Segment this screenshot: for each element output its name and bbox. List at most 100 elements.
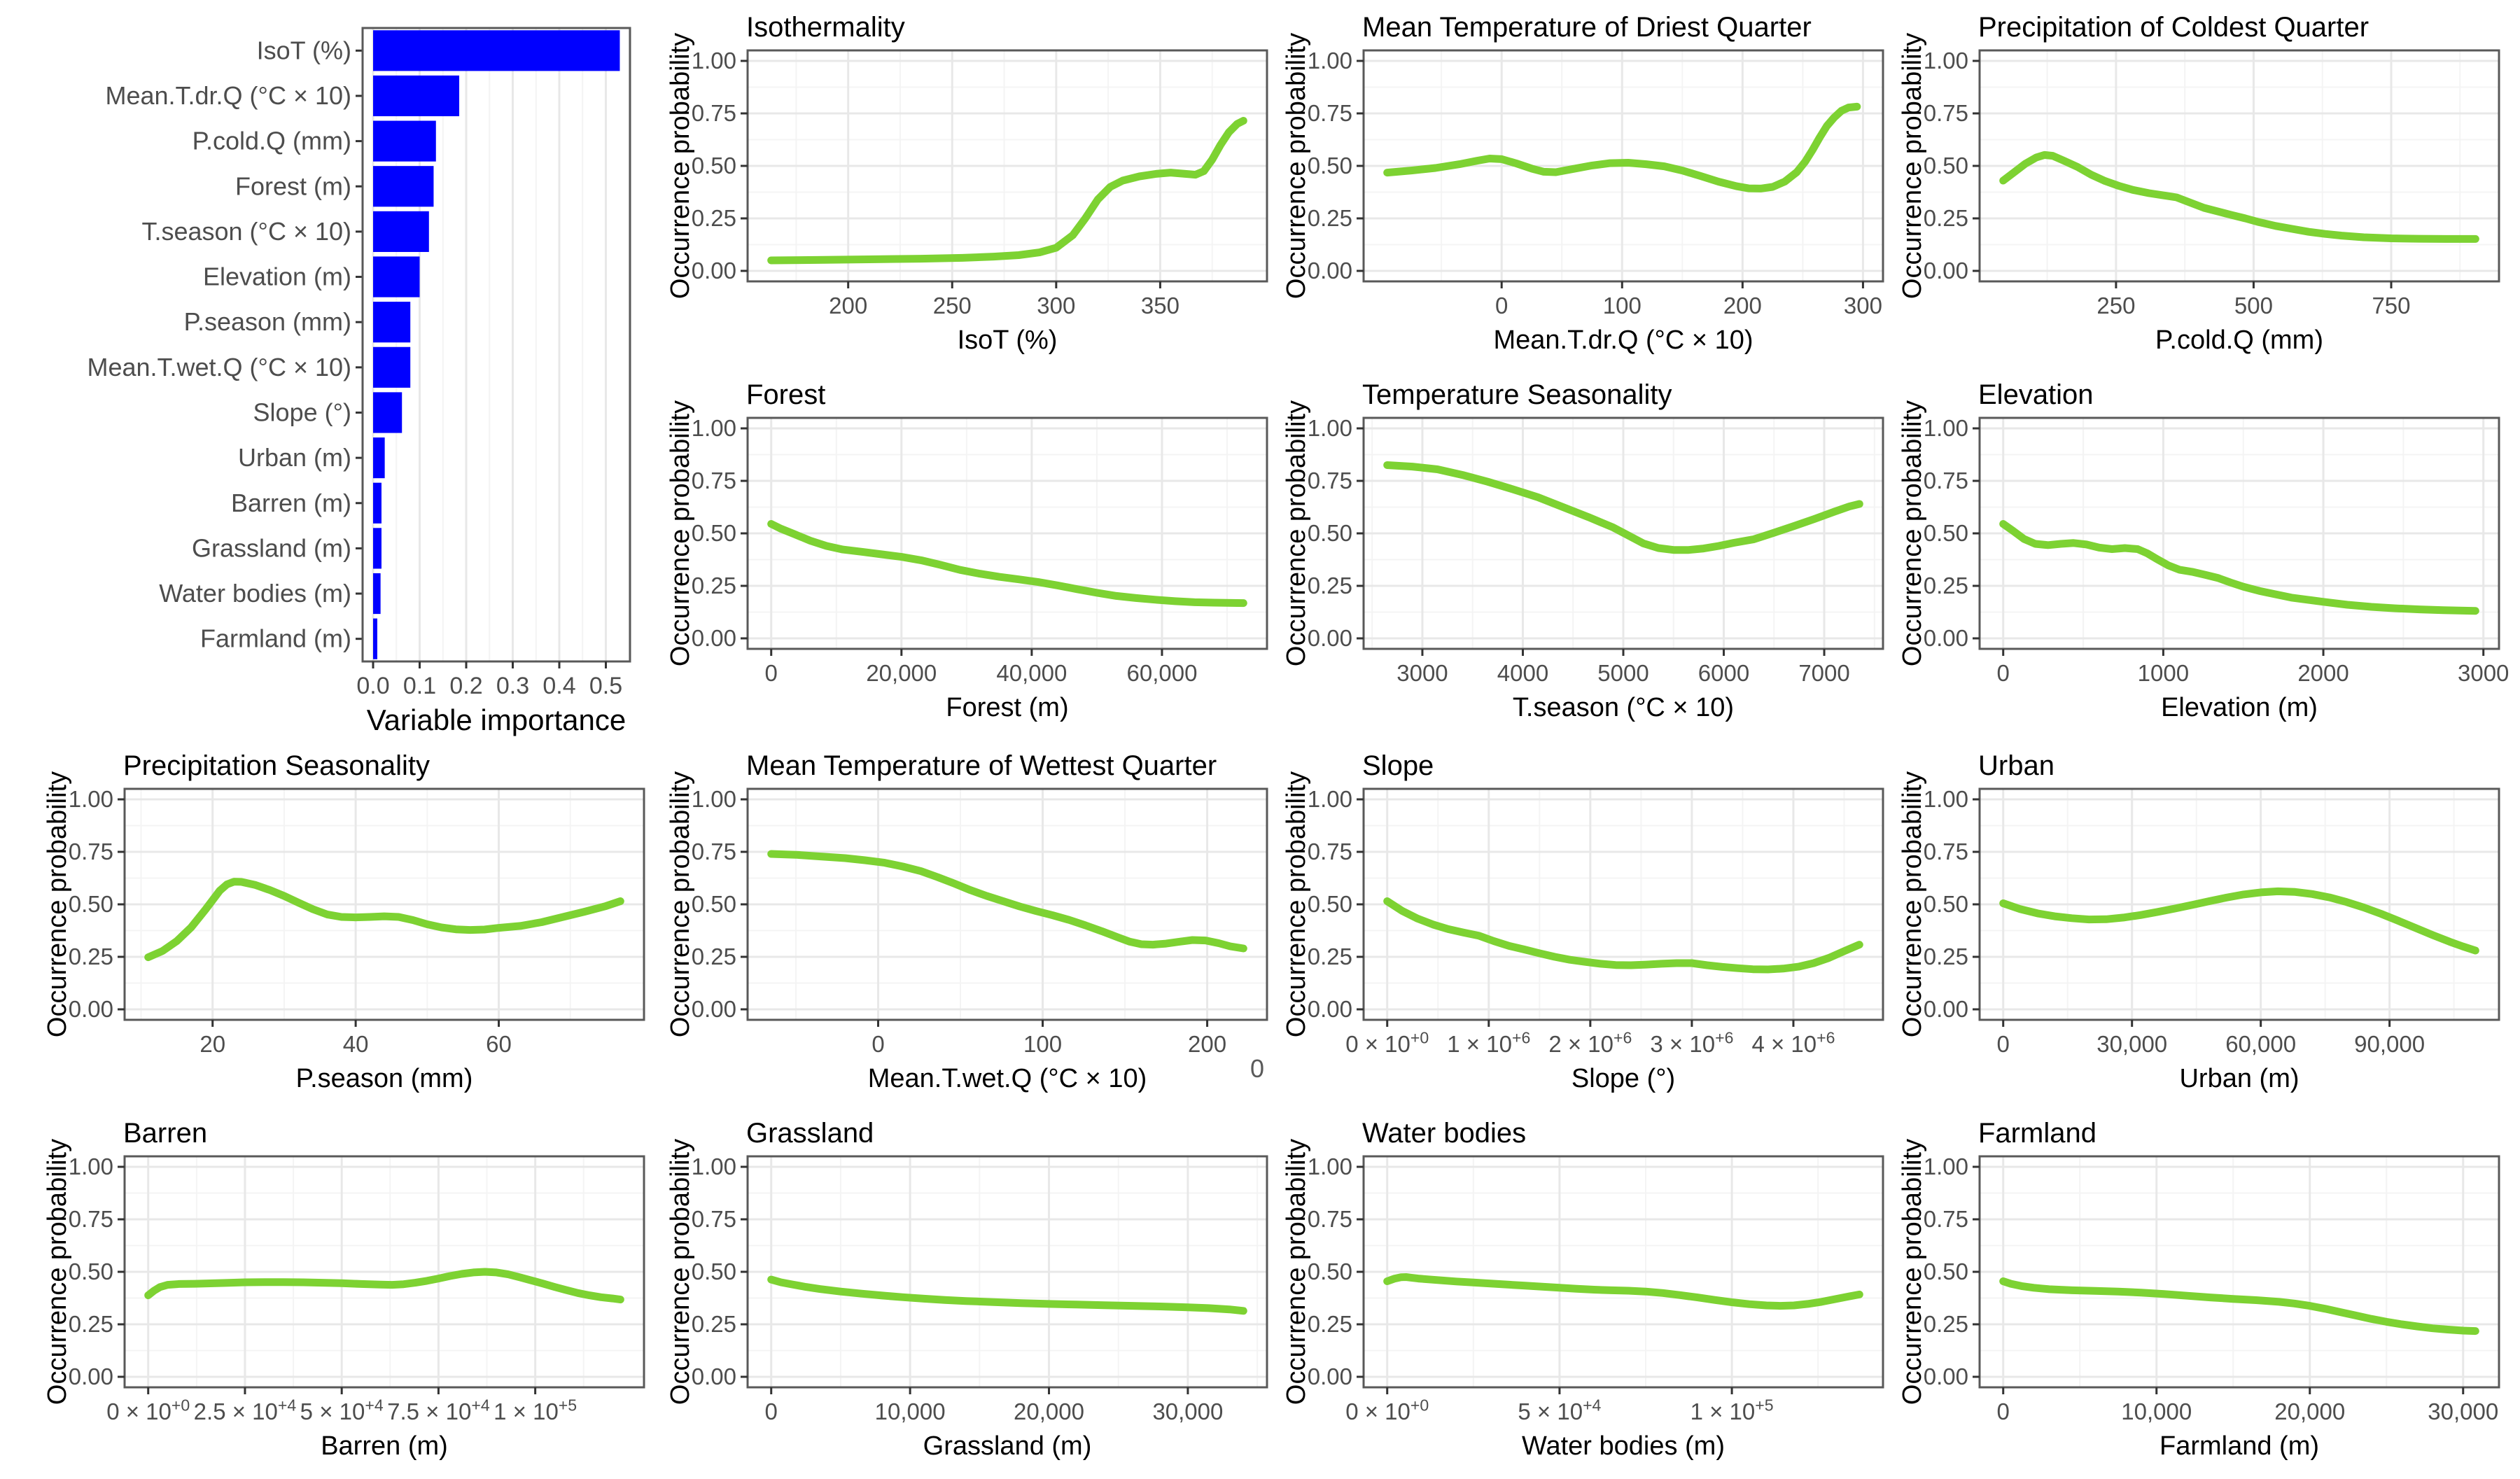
importance-bar bbox=[373, 346, 411, 388]
y-axis-label: Occurrence probability bbox=[43, 1139, 72, 1405]
y-axis-label: Occurrence probability bbox=[1898, 1139, 1927, 1405]
importance-bar bbox=[373, 392, 402, 433]
plot-title: Precipitation Seasonality bbox=[123, 750, 430, 781]
plot-title: Barren bbox=[123, 1118, 207, 1149]
y-tick-label: 0.25 bbox=[1924, 1311, 1968, 1337]
y-tick-label: 1.00 bbox=[1308, 415, 1352, 441]
x-tick-label: 1 × 10+5 bbox=[1690, 1396, 1774, 1424]
y-tick-label: 0.50 bbox=[1924, 153, 1968, 178]
response-curve bbox=[144, 1268, 624, 1304]
y-tick-label: 0.00 bbox=[1924, 258, 1968, 283]
y-tick-label: 0.25 bbox=[1924, 573, 1968, 598]
plot-isothermality: 200 250 300 350 1.00 0.75 0.50 0.25 0.00 Isotherm… bbox=[665, 7, 1281, 373]
x-tick-label: 7.5 × 10+4 bbox=[387, 1396, 490, 1424]
plot-title: Precipitation of Coldest Quarter bbox=[1978, 12, 2369, 43]
response-curve bbox=[767, 1275, 1247, 1315]
plot-svg: 0 × 10+0 1 × 10+6 2 × 10+6 3 × 10+6 4 × 10+6… bbox=[1282, 750, 1884, 1093]
bar-category-label: Mean.T.dr.Q (°C × 10) bbox=[105, 81, 351, 110]
x-tick-label: 4000 bbox=[1497, 660, 1548, 686]
plot-mean-temp-wettest-quarter: 0 100 200 1.00 0.75 0.50 0.25 0.00 Mean Temperat… bbox=[665, 745, 1281, 1112]
x-axis-label: Barren (m) bbox=[321, 1431, 448, 1461]
y-tick-label: 1.00 bbox=[69, 1154, 113, 1179]
x-tick-label: 3000 bbox=[2458, 660, 2509, 686]
y-tick-label: 0.00 bbox=[692, 1364, 736, 1389]
y-tick-label: 0.50 bbox=[1308, 520, 1352, 546]
x-axis-label: Farmland (m) bbox=[2160, 1431, 2319, 1461]
y-tick-label: 0.25 bbox=[692, 944, 736, 969]
y-tick-label: 0.25 bbox=[1924, 205, 1968, 231]
x-axis-label: Forest (m) bbox=[946, 693, 1068, 722]
plot-title: Forest bbox=[746, 379, 825, 410]
response-curve bbox=[1999, 1277, 2479, 1336]
x-tick-label: 0 bbox=[1997, 1399, 2010, 1424]
x-tick-label: 60 bbox=[486, 1031, 512, 1057]
x-tick-label: 20 bbox=[200, 1031, 225, 1057]
response-curve bbox=[1383, 897, 1863, 974]
y-tick-label: 0.75 bbox=[1308, 100, 1352, 126]
response-curve bbox=[1999, 887, 2479, 955]
y-tick-label: 0.50 bbox=[1924, 520, 1968, 546]
x-tick-label: 0 bbox=[872, 1031, 884, 1057]
x-tick-label: 0.4 bbox=[542, 673, 575, 699]
x-tick-label: 0.5 bbox=[589, 673, 622, 699]
x-tick-label: 1 × 10+5 bbox=[493, 1396, 577, 1424]
y-tick-label: 0.00 bbox=[1308, 625, 1352, 651]
y-tick-label: 1.00 bbox=[69, 786, 113, 812]
y-tick-label: 1.00 bbox=[692, 1154, 736, 1179]
x-axis-label: Mean.T.wet.Q (°C × 10) bbox=[868, 1064, 1147, 1093]
y-tick-label: 0.75 bbox=[1924, 839, 1968, 864]
y-tick-label: 0.25 bbox=[1308, 573, 1352, 598]
y-tick-label: 0.75 bbox=[1308, 468, 1352, 493]
y-tick-label: 0.75 bbox=[692, 468, 736, 493]
importance-bar bbox=[373, 75, 460, 117]
y-axis-label: Occurrence probability bbox=[1898, 400, 1927, 666]
bar-category-label: Grassland (m) bbox=[192, 533, 351, 562]
bar-category-label: P.season (mm) bbox=[184, 307, 351, 336]
x-tick-label: 10,000 bbox=[2121, 1399, 2192, 1424]
x-tick-label: 750 bbox=[2372, 293, 2410, 318]
x-tick-label: 0.0 bbox=[356, 673, 389, 699]
y-axis-label: Occurrence probability bbox=[666, 771, 695, 1037]
plot-barren: 0 × 10+0 2.5 × 10+4 5 × 10+4 7.5 × 10+4 1 × … bbox=[42, 1113, 658, 1479]
x-axis-label: Slope (°) bbox=[1572, 1064, 1675, 1093]
y-axis-label: Occurrence probability bbox=[666, 33, 695, 299]
y-tick-label: 0.50 bbox=[1308, 153, 1352, 178]
response-curve bbox=[767, 850, 1247, 953]
y-tick-label: 0.75 bbox=[692, 100, 736, 126]
plot-title: Isothermality bbox=[746, 12, 905, 43]
y-tick-label: 0.00 bbox=[692, 258, 736, 283]
y-tick-label: 0.75 bbox=[69, 839, 113, 864]
x-tick-label: 2.5 × 10+4 bbox=[194, 1396, 297, 1424]
x-tick-label: 2000 bbox=[2297, 660, 2348, 686]
plot-svg: 20 40 60 1.00 0.75 0.50 0.25 0.00 Precipitation … bbox=[43, 750, 645, 1093]
importance-bar bbox=[373, 166, 434, 207]
bar-chart-svg: IsoT (%) Mean.T.dr.Q (°C × 10) P.cold.Q (m… bbox=[87, 27, 631, 736]
y-tick-label: 0.75 bbox=[1924, 1206, 1968, 1232]
y-tick-label: 0.50 bbox=[69, 891, 113, 917]
stray-zero-text: 0 bbox=[1250, 1054, 1265, 1083]
y-tick-label: 0.50 bbox=[692, 520, 736, 546]
x-axis-label: Variable importance bbox=[367, 703, 626, 736]
x-tick-label: 0 bbox=[1495, 293, 1508, 318]
y-tick-label: 0.50 bbox=[692, 891, 736, 917]
x-tick-label: 20,000 bbox=[2274, 1399, 2345, 1424]
y-tick-label: 0.00 bbox=[69, 1364, 113, 1389]
plot-svg: 200 250 300 350 1.00 0.75 0.50 0.25 0.00 Isotherm… bbox=[666, 12, 1268, 355]
x-tick-label: 5 × 10+4 bbox=[1518, 1396, 1601, 1424]
importance-bar bbox=[373, 437, 385, 479]
x-tick-label: 0 × 10+0 bbox=[1345, 1396, 1429, 1424]
y-axis-label: Occurrence probability bbox=[666, 400, 695, 666]
plot-water-bodies: 0 × 10+0 5 × 10+4 1 × 10+5 1.00 0.75 0.50 0.25… bbox=[1281, 1113, 1897, 1479]
y-tick-label: 1.00 bbox=[1924, 1154, 1968, 1179]
plot-title: Mean Temperature of Driest Quarter bbox=[1362, 12, 1812, 43]
plot-title: Elevation bbox=[1978, 379, 2094, 410]
plot-svg: 0 × 10+0 5 × 10+4 1 × 10+5 1.00 0.75 0.50 0.25… bbox=[1282, 1118, 1884, 1461]
response-curve bbox=[767, 520, 1247, 608]
bar-category-label: Elevation (m) bbox=[203, 262, 351, 291]
y-tick-label: 0.50 bbox=[1308, 891, 1352, 917]
response-curve bbox=[1383, 102, 1861, 192]
plot-urban: 0 30,000 60,000 90,000 1.00 0.75 0.50 0.25 0.00 U… bbox=[1897, 745, 2513, 1112]
importance-bar bbox=[373, 211, 429, 252]
y-tick-label: 1.00 bbox=[1924, 415, 1968, 441]
